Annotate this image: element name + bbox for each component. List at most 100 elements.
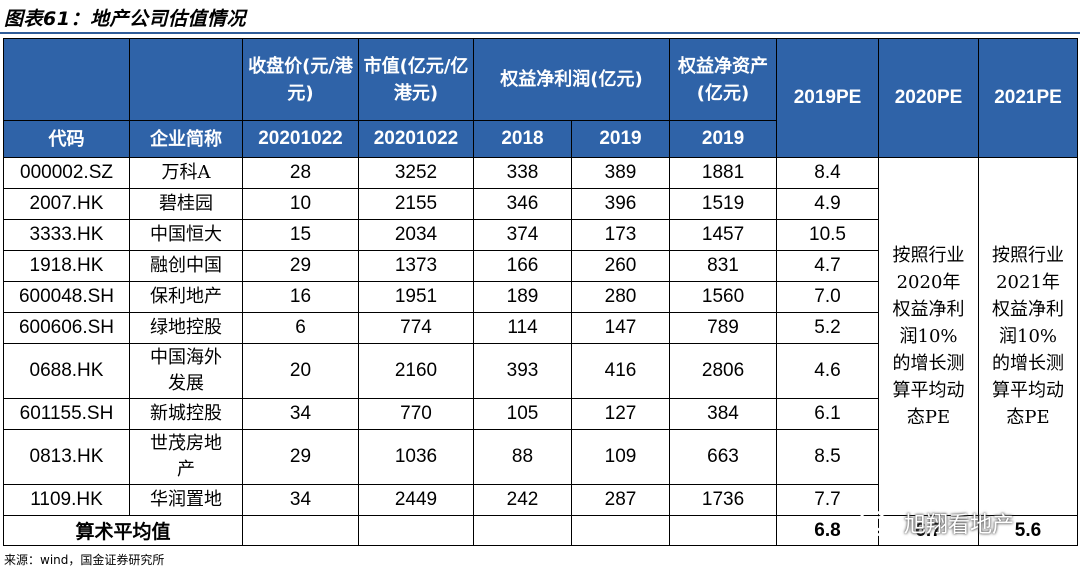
table-row: 601155.SH 新城控股 34 770 105 127 384 6.1 <box>3 398 1078 430</box>
table-row: 2007.HK 碧桂园 10 2155 346 396 1519 4.9 <box>3 188 1078 220</box>
cell-np2018: 393 <box>473 343 572 399</box>
cell-company: 绿地控股 <box>129 312 243 344</box>
header-company: 企业简称 <box>129 120 243 158</box>
cell-company: 融创中国 <box>129 250 243 282</box>
cell-company: 华润置地 <box>129 484 243 516</box>
header-code: 代码 <box>3 120 130 158</box>
table-row: 600048.SH 保利地产 16 1951 189 280 1560 7.0 <box>3 281 1078 313</box>
cell-mcap: 2034 <box>358 219 474 251</box>
table-row: 3333.HK 中国恒大 15 2034 374 173 1457 10.5 <box>3 219 1078 251</box>
cell-np2018: 189 <box>473 281 572 313</box>
header-equity-year: 2019 <box>669 120 778 158</box>
cell-code: 0688.HK <box>3 343 130 399</box>
cell-code: 3333.HK <box>3 219 130 251</box>
cell-mcap: 774 <box>358 312 474 344</box>
cell-equity: 384 <box>669 398 778 430</box>
cell-mcap: 2449 <box>358 484 474 516</box>
note-pe-2021: 按照行业2021年权益净利润10%的增长测算平均动态PE <box>978 157 1079 516</box>
chat-bubbles-icon <box>858 509 895 537</box>
header-blank-code <box>3 38 130 121</box>
cell-equity: 1560 <box>669 281 778 313</box>
header-blank-name <box>129 38 243 121</box>
cell-pe2019: 5.2 <box>776 312 880 344</box>
header-year-2019: 2019 <box>570 120 671 158</box>
cell-np2018: 88 <box>473 429 572 485</box>
cell-np2019: 127 <box>570 398 671 430</box>
cell-price: 28 <box>242 157 359 189</box>
cell-np2019: 173 <box>570 219 671 251</box>
average-row: 算术平均值 6.8 6.7 5.6 <box>3 515 1079 546</box>
cell-company: 保利地产 <box>129 281 243 313</box>
average-label: 算术平均值 <box>3 515 243 546</box>
average-empty <box>669 515 778 546</box>
source-note: 来源：wind，国金证券研究所 <box>4 553 165 567</box>
cell-code: 0813.HK <box>3 429 130 485</box>
cell-mcap: 1951 <box>358 281 474 313</box>
watermark: 旭翔看地产 <box>858 505 1078 541</box>
cell-np2019: 109 <box>570 429 671 485</box>
valuation-table: 收盘价(元/港元) 市值(亿元/亿港元) 权益净利润(亿元) 权益净资产(亿元)… <box>3 38 1079 546</box>
table-row: 1109.HK 华润置地 34 2449 242 287 1736 7.7 <box>3 484 1078 516</box>
average-empty <box>242 515 359 546</box>
cell-price: 34 <box>242 484 359 516</box>
cell-np2019: 396 <box>570 188 671 220</box>
average-empty <box>358 515 474 546</box>
header-price: 收盘价(元/港元) <box>242 38 359 121</box>
cell-code: 1109.HK <box>3 484 130 516</box>
cell-pe2019: 4.6 <box>776 343 880 399</box>
cell-price: 15 <box>242 219 359 251</box>
cell-equity: 1457 <box>669 219 778 251</box>
cell-pe2019: 4.9 <box>776 188 880 220</box>
cell-code: 1918.HK <box>3 250 130 282</box>
cell-np2018: 338 <box>473 157 572 189</box>
average-empty <box>570 515 671 546</box>
cell-mcap: 770 <box>358 398 474 430</box>
cell-np2019: 147 <box>570 312 671 344</box>
cell-company: 新城控股 <box>129 398 243 430</box>
cell-company: 中国恒大 <box>129 219 243 251</box>
cell-pe2019: 7.7 <box>776 484 880 516</box>
cell-mcap: 2160 <box>358 343 474 399</box>
cell-np2018: 114 <box>473 312 572 344</box>
title-divider <box>0 32 1080 34</box>
cell-equity: 789 <box>669 312 778 344</box>
note-pe-2020: 按照行业2020年权益净利润10%的增长测算平均动态PE <box>878 157 980 516</box>
cell-np2018: 374 <box>473 219 572 251</box>
cell-company: 中国海外发展 <box>129 343 243 399</box>
header-market-cap: 市值(亿元/亿港元) <box>358 38 474 121</box>
header-pe-2021: 2021PE <box>978 38 1079 158</box>
header-price-date: 20201022 <box>242 120 359 158</box>
cell-company: 世茂房地产 <box>129 429 243 485</box>
cell-price: 6 <box>242 312 359 344</box>
cell-code: 600606.SH <box>3 312 130 344</box>
cell-mcap: 3252 <box>358 157 474 189</box>
cell-pe2019: 7.0 <box>776 281 880 313</box>
cell-mcap: 1373 <box>358 250 474 282</box>
cell-price: 34 <box>242 398 359 430</box>
cell-equity: 2806 <box>669 343 778 399</box>
header-pe-2020: 2020PE <box>878 38 980 158</box>
cell-np2018: 166 <box>473 250 572 282</box>
figure-title: 图表61：地产公司估值情况 <box>4 8 246 30</box>
header-row-1: 收盘价(元/港元) 市值(亿元/亿港元) 权益净利润(亿元) 权益净资产(亿元)… <box>3 38 1079 158</box>
cell-price: 29 <box>242 429 359 485</box>
cell-np2018: 242 <box>473 484 572 516</box>
average-pe-2021: 5.6 <box>978 515 1079 546</box>
table-row: 0688.HK 中国海外发展 20 2160 393 416 2806 4.6 <box>3 343 1078 399</box>
table-row: 600606.SH 绿地控股 6 774 114 147 789 5.2 <box>3 312 1078 344</box>
cell-pe2019: 10.5 <box>776 219 880 251</box>
cell-code: 2007.HK <box>3 188 130 220</box>
cell-np2019: 260 <box>570 250 671 282</box>
cell-code: 601155.SH <box>3 398 130 430</box>
cell-equity: 663 <box>669 429 778 485</box>
cell-price: 29 <box>242 250 359 282</box>
cell-mcap: 2155 <box>358 188 474 220</box>
header-mcap-date: 20201022 <box>358 120 474 158</box>
cell-np2019: 389 <box>570 157 671 189</box>
header-year-2018: 2018 <box>473 120 572 158</box>
cell-pe2019: 8.5 <box>776 429 880 485</box>
cell-company: 碧桂园 <box>129 188 243 220</box>
cell-price: 20 <box>242 343 359 399</box>
table-row: 000002.SZ 万科A 28 3252 338 389 1881 8.4 按… <box>3 157 1079 516</box>
header-net-profit: 权益净利润(亿元) <box>472 38 671 121</box>
